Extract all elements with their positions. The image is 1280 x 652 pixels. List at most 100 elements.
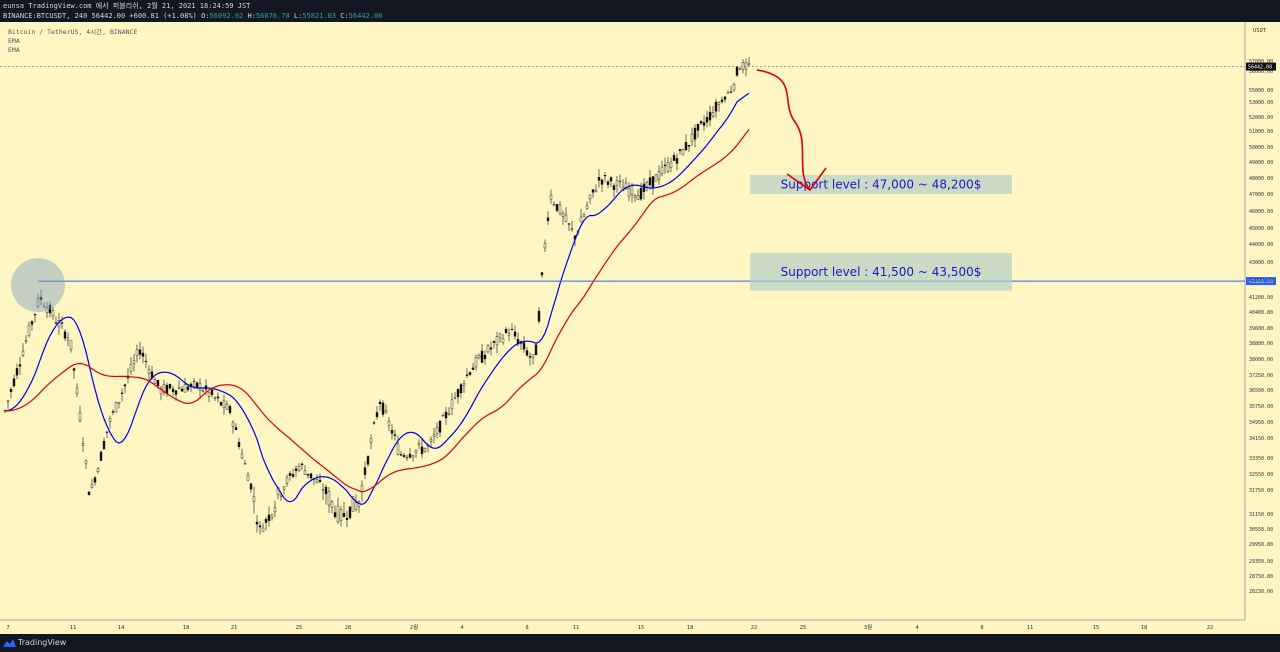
candle-body — [660, 166, 664, 175]
candle-body — [540, 272, 544, 276]
time-axis[interactable]: 7 11 14 18 21 25 28 2월 4 8 11 15 18 22 25 3월 4 8 11 15 18 22 — [6, 623, 1213, 631]
low-label: L: — [293, 12, 303, 20]
candle-body — [549, 194, 553, 200]
candle-body — [159, 387, 163, 395]
candle-body — [369, 438, 373, 443]
candle-body — [747, 63, 751, 65]
candle-body — [645, 182, 649, 187]
candle-body — [249, 483, 253, 490]
candle-body — [588, 194, 592, 200]
candle-body — [144, 360, 148, 363]
candle-body — [417, 442, 421, 445]
candle-body — [129, 364, 133, 372]
time-tick-label: 7 — [6, 625, 9, 631]
candle-body — [273, 507, 277, 513]
candle-body — [18, 364, 22, 367]
candle-body — [561, 212, 565, 217]
support-zone-label: Support level : 41,500 ~ 43,500$ — [781, 265, 982, 279]
candle-body — [324, 486, 328, 495]
candle-body — [210, 389, 214, 395]
candle-body — [555, 204, 559, 211]
price-axis[interactable]: 57000.00 56000.00 55000.00 53000.00 52000.00… — [0, 59, 1276, 595]
last-price-badge-label: 56442.00 — [1248, 65, 1272, 71]
candle-body — [36, 297, 40, 307]
candle-body — [78, 412, 82, 421]
candle-body — [33, 314, 37, 316]
candle-body — [729, 91, 733, 93]
candle-body — [735, 66, 739, 76]
high-value: 56676.70 — [255, 12, 290, 20]
candle-body — [207, 392, 211, 397]
candle-body — [354, 502, 358, 510]
price-chart[interactable]: 41950.00 Support level : 47,000 ~ 48,200… — [0, 22, 1280, 634]
price-tick-label: 38000.00 — [1249, 357, 1273, 363]
candle-body — [483, 354, 487, 360]
price-tick-label: 39600.00 — [1249, 326, 1273, 332]
candle-body — [231, 422, 235, 427]
candle-body — [627, 188, 631, 197]
candle-body — [174, 390, 178, 395]
candle-body — [336, 505, 340, 522]
candle-body — [123, 384, 127, 387]
candle-body — [528, 356, 532, 358]
time-tick-label: 15 — [1093, 625, 1100, 631]
legend-ema-1: EMA — [8, 37, 20, 45]
time-tick-label: 25 — [800, 625, 807, 631]
candle-body — [285, 477, 289, 484]
candle-body — [39, 296, 43, 300]
candle-body — [690, 133, 694, 142]
ema-fast-line — [4, 92, 750, 506]
candle-body — [570, 228, 574, 230]
ohlc-readout: BINANCE:BTCUSDT, 240 56442.00 +600.81 (+… — [3, 11, 382, 21]
tradingview-logo-icon — [3, 639, 16, 647]
candle-body — [279, 494, 283, 497]
time-tick-label: 8 — [525, 625, 528, 631]
candle-body — [399, 454, 403, 456]
down-arrow-icon — [756, 69, 811, 191]
candle-body — [48, 304, 52, 314]
low-value: 55821.03 — [302, 12, 337, 20]
candle-body — [267, 514, 271, 522]
support-zone[interactable] — [750, 253, 1012, 291]
candle-body — [42, 305, 46, 308]
candle-body — [624, 182, 628, 190]
candle-body — [546, 217, 550, 221]
candle-body — [132, 360, 136, 364]
candle-body — [366, 456, 370, 465]
candle-body — [180, 388, 184, 392]
support-zone[interactable] — [750, 174, 1012, 194]
candle-body — [603, 175, 607, 177]
candle-body — [495, 336, 499, 346]
candle-body — [201, 390, 205, 392]
price-tick-label: 52000.00 — [1249, 115, 1273, 121]
candles-layer — [3, 57, 751, 535]
price-tick-label: 41200.00 — [1249, 295, 1273, 301]
candle-body — [408, 453, 412, 458]
price-tick-label: 40400.00 — [1249, 310, 1273, 316]
level-badge — [1246, 277, 1276, 286]
candle-body — [678, 149, 682, 151]
candle-body — [471, 367, 475, 370]
candle-body — [567, 223, 571, 225]
candle-body — [87, 491, 91, 496]
legend-ema-2: EMA — [8, 46, 20, 54]
candle-body — [270, 514, 274, 519]
candle-body — [432, 434, 436, 437]
candle-body — [456, 389, 460, 397]
candle-body — [216, 396, 220, 399]
price-axis-background — [1245, 22, 1280, 634]
candle-body — [300, 463, 304, 466]
candle-body — [372, 422, 376, 424]
candle-body — [153, 379, 157, 384]
candle-body — [114, 401, 118, 413]
price-tick-label: 43000.00 — [1249, 260, 1273, 266]
time-tick-label: 22 — [1207, 625, 1214, 631]
candle-body — [237, 442, 241, 447]
open-label: O: — [201, 12, 210, 20]
zones-layer: Support level : 47,000 ~ 48,200$ Support … — [750, 174, 1012, 291]
candle-body — [318, 479, 322, 482]
candle-body — [534, 344, 538, 356]
candle-body — [498, 333, 502, 338]
annotations-layer — [756, 69, 827, 192]
candle-body — [462, 383, 466, 387]
